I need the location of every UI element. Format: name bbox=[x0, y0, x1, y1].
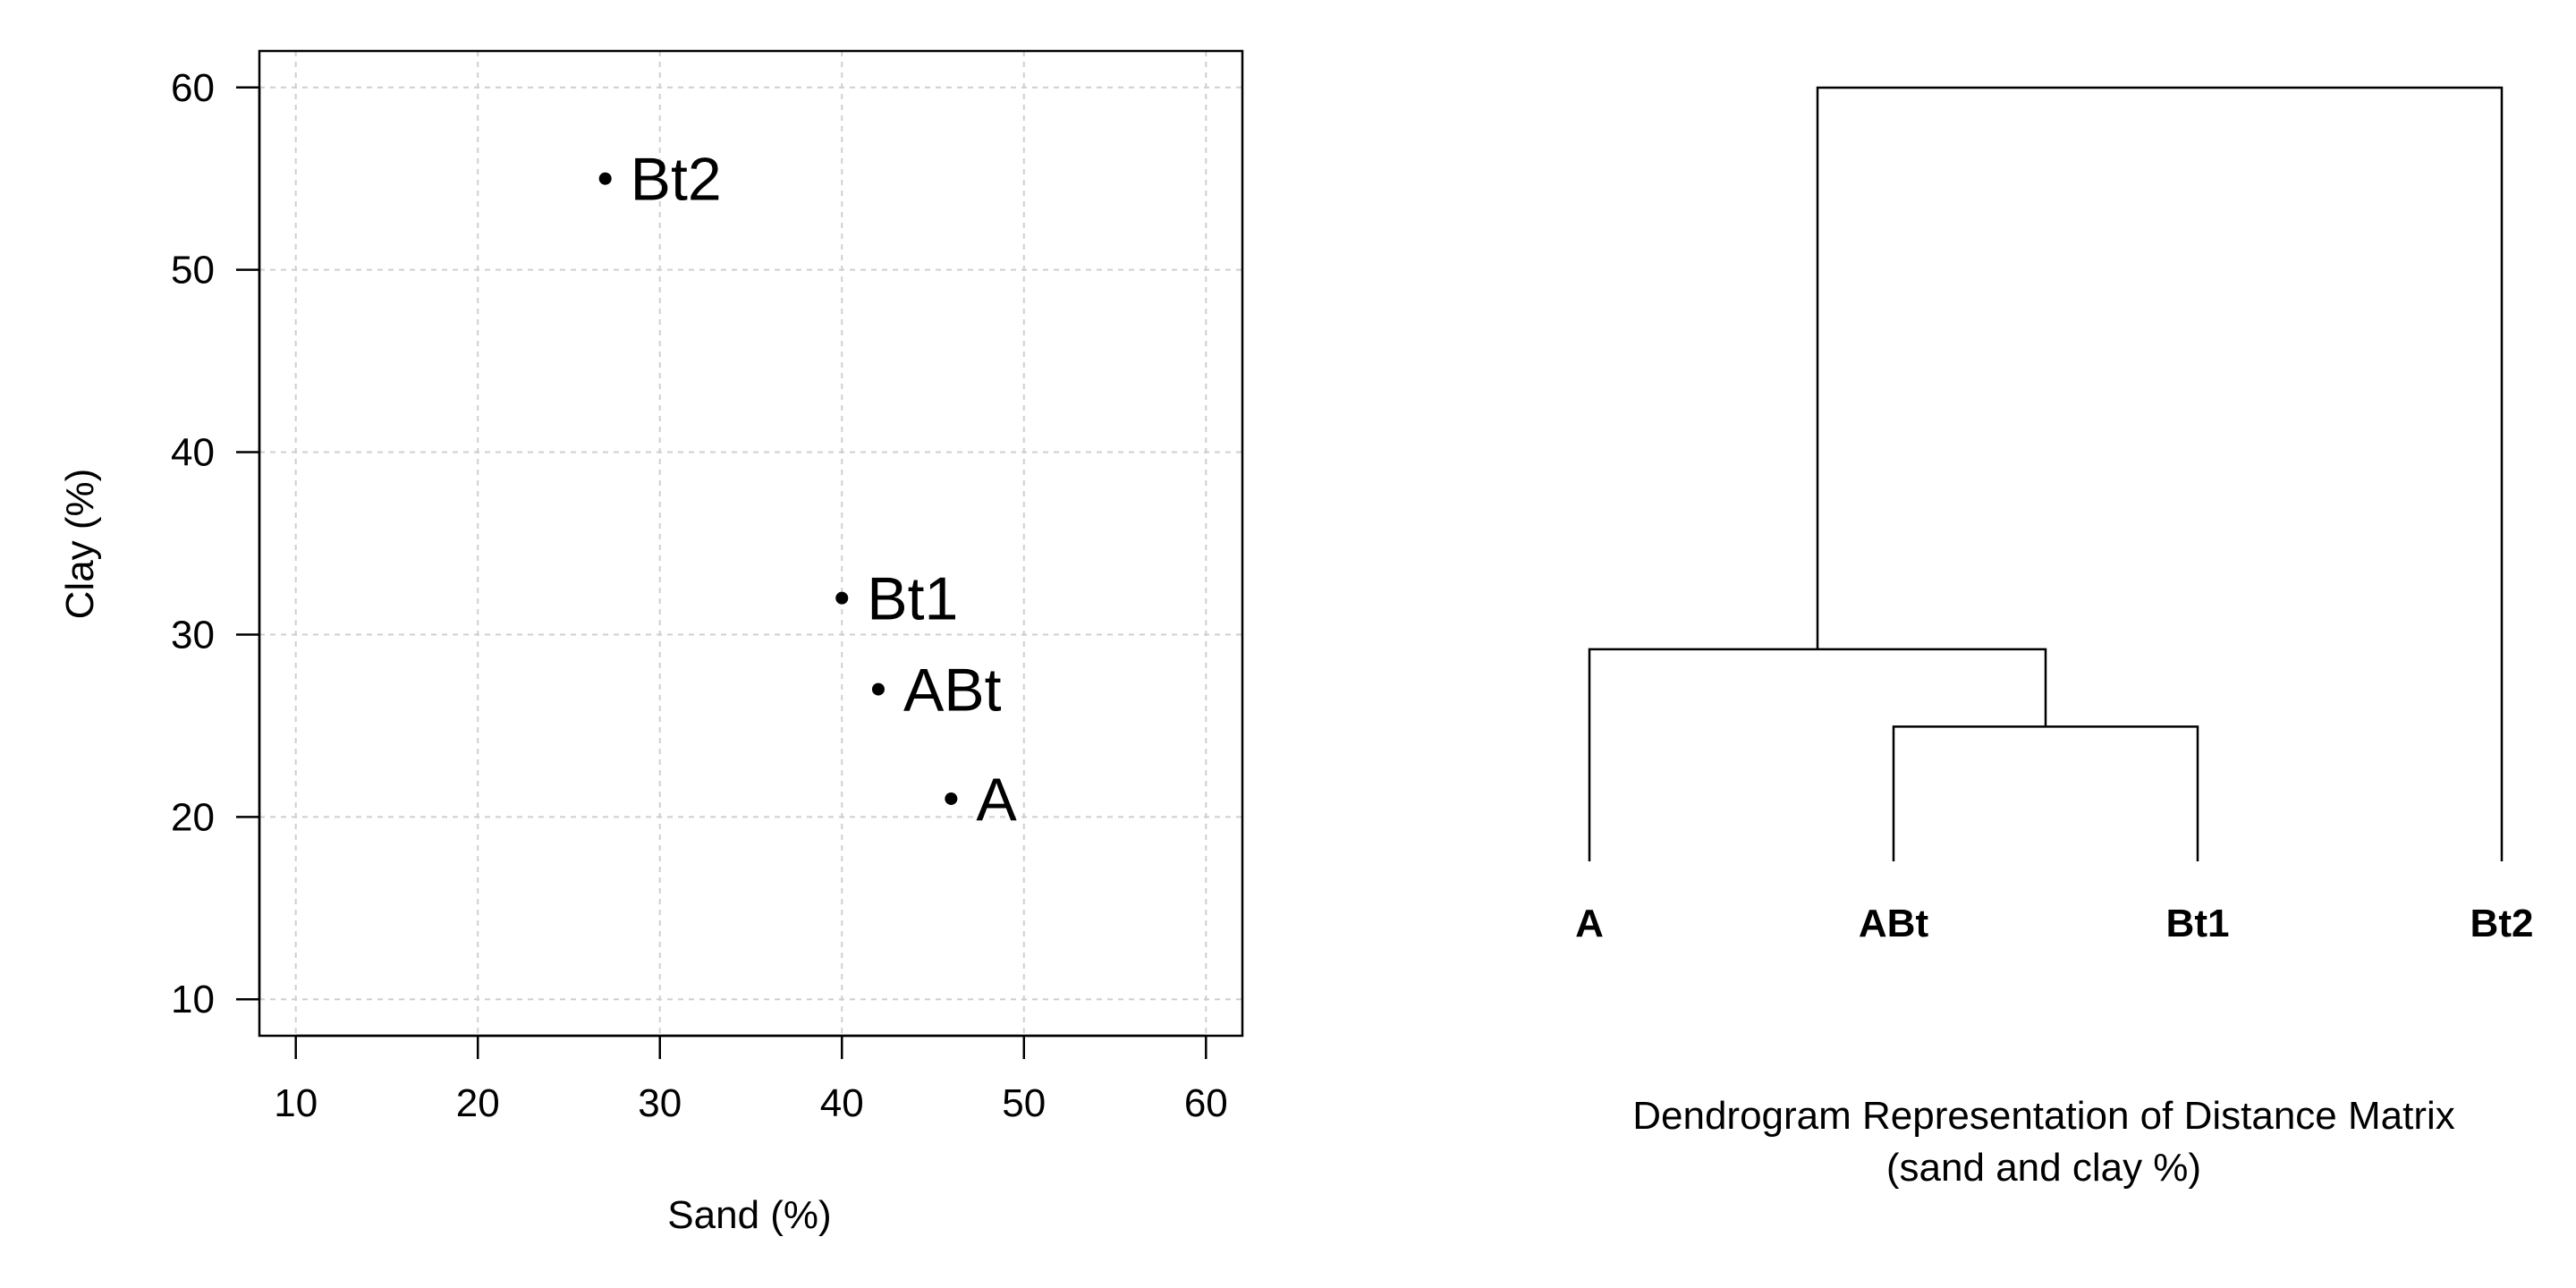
leaf-label: A bbox=[1575, 902, 1604, 945]
x-tick-label: 10 bbox=[274, 1081, 318, 1125]
y-tick-label: 60 bbox=[171, 66, 215, 110]
dendrogram-links bbox=[1588, 86, 2504, 861]
x-axis-label: Sand (%) bbox=[667, 1193, 831, 1237]
point-label: Bt2 bbox=[631, 146, 722, 214]
scatter-plot: 10 20 30 40 50 60 10 20 30 40 50 60 Bt2 Bt1 ABt A San… bbox=[58, 49, 1244, 1237]
y-tick-label: 40 bbox=[171, 431, 215, 475]
y-tick-label: 10 bbox=[171, 978, 215, 1021]
point-label: ABt bbox=[903, 657, 1002, 724]
x-tick-label: 20 bbox=[456, 1081, 500, 1125]
scatter-point bbox=[835, 591, 849, 605]
dendrogram-leaf-labels: A ABt Bt1 Bt2 bbox=[1575, 902, 2533, 945]
scatter-grid bbox=[259, 51, 1242, 1036]
dendrogram-link bbox=[1816, 86, 2504, 861]
x-tick-label: 60 bbox=[1184, 1081, 1228, 1125]
x-tick-label: 40 bbox=[820, 1081, 864, 1125]
scatter-point bbox=[945, 792, 958, 805]
y-tick-label: 30 bbox=[171, 613, 215, 657]
y-tick-label: 20 bbox=[171, 795, 215, 839]
x-axis: 10 20 30 40 50 60 bbox=[274, 1034, 1228, 1125]
scatter-plot-frame bbox=[258, 49, 1244, 1038]
dendrogram-link bbox=[1892, 725, 2199, 861]
y-tick-label: 50 bbox=[171, 249, 215, 292]
y-axis: 10 20 30 40 50 60 bbox=[171, 66, 261, 1021]
leaf-label: ABt bbox=[1859, 902, 1929, 945]
scatter-point bbox=[871, 682, 885, 696]
point-label: Bt1 bbox=[867, 565, 958, 633]
leaf-label: Bt2 bbox=[2470, 902, 2534, 945]
leaf-label: Bt1 bbox=[2166, 902, 2230, 945]
dendrogram: A ABt Bt1 Bt2 Dendrogram Representation of … bbox=[1575, 86, 2533, 1190]
scatter-point bbox=[598, 172, 612, 185]
dendrogram-title: Dendrogram Representation of Distance Ma… bbox=[1632, 1094, 2455, 1138]
x-tick-label: 50 bbox=[1002, 1081, 1046, 1125]
y-axis-label: Clay (%) bbox=[58, 469, 102, 620]
dendrogram-link bbox=[1588, 648, 2047, 861]
dendrogram-subtitle: (sand and clay %) bbox=[1886, 1146, 2201, 1190]
scatter-points: Bt2 Bt1 ABt A bbox=[598, 146, 1017, 834]
x-tick-label: 30 bbox=[638, 1081, 682, 1125]
point-label: A bbox=[976, 766, 1017, 834]
